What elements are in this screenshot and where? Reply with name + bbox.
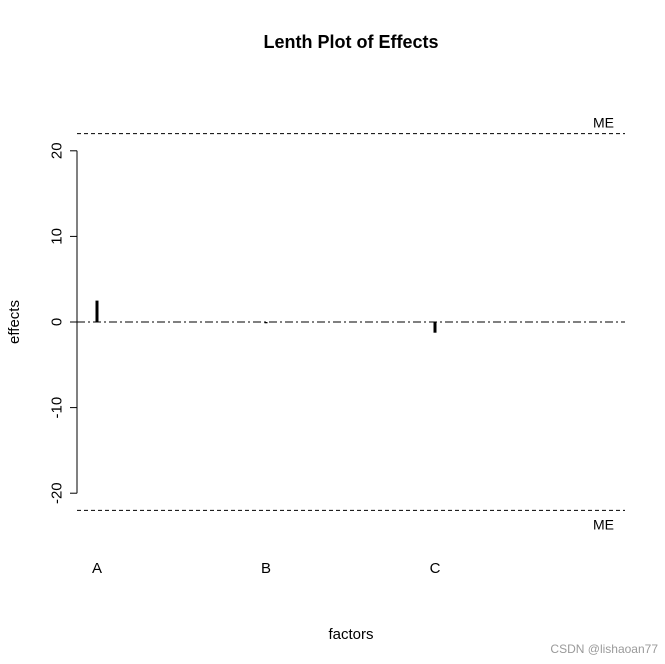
me-label-upper: ME [593, 115, 614, 131]
category-label-C: C [430, 560, 441, 577]
category-label-B: B [261, 560, 271, 577]
y-tick-label-3: 10 [49, 228, 66, 245]
x-axis-label: factors [328, 626, 373, 643]
reference-lines: ME ME [77, 115, 625, 532]
y-tick-label-1: -10 [49, 397, 66, 419]
y-tick-label-0: -20 [49, 482, 66, 504]
category-labels: A B C [92, 560, 441, 577]
chart-title: Lenth Plot of Effects [264, 32, 439, 52]
y-tick-label-2: 0 [49, 318, 66, 326]
y-axis: -20 -10 0 10 20 [49, 142, 78, 504]
effect-bars [95, 300, 437, 333]
y-axis-label: effects [6, 300, 23, 344]
watermark: CSDN @lishaoan77 [550, 642, 658, 656]
me-label-lower: ME [593, 516, 614, 532]
category-label-A: A [92, 560, 102, 577]
y-tick-label-4: 20 [49, 142, 66, 159]
